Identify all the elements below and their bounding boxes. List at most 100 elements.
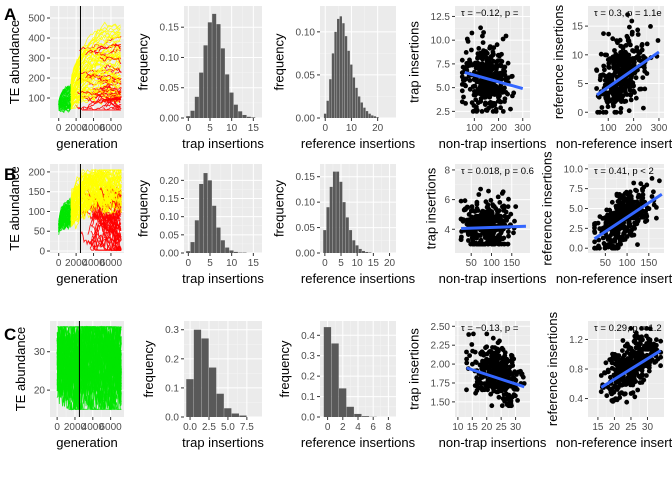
scatter-point: [609, 199, 615, 205]
data-layer: [58, 6, 122, 118]
scatter-point: [631, 374, 637, 380]
scatter-point: [622, 85, 628, 91]
data-layer: [56, 321, 122, 417]
scatter-point: [484, 331, 490, 337]
x-tick-label: 2: [340, 422, 346, 433]
histogram-bar: [203, 45, 208, 118]
y-axis-title: frequency: [141, 340, 156, 398]
scatter-point: [490, 202, 495, 208]
y-tick-label: 1.75: [431, 378, 451, 389]
scatter-point: [499, 63, 504, 69]
y-tick-label: 20: [34, 386, 46, 397]
scatter-point: [478, 186, 483, 192]
scatter-point: [627, 189, 633, 195]
scatter-point: [625, 56, 630, 62]
scatter-point: [614, 370, 619, 375]
histogram-bar: [251, 117, 256, 118]
y-tick-label: 15: [572, 22, 584, 33]
scatter-point: [504, 218, 509, 223]
trajectory-red: [107, 214, 122, 229]
scatter-point: [628, 326, 634, 331]
scatter-point: [641, 105, 646, 111]
x-tick-label: 15: [592, 422, 604, 433]
regression-line: [596, 50, 660, 97]
scatter-point: [503, 33, 509, 39]
scatter-point: [639, 42, 645, 47]
scatter-point: [621, 375, 626, 380]
panel-B4: 50 100 150 4 6 8 non-trap insertions trap inser…: [423, 164, 547, 286]
regression-line: [464, 70, 524, 91]
scatter-point: [635, 242, 640, 248]
histogram-bar: [239, 415, 247, 417]
scatter-point: [476, 46, 482, 51]
scatter-point: [476, 219, 482, 225]
histogram-bar: [371, 115, 374, 118]
x-tick-label: 6000: [100, 258, 123, 269]
x-tick-label: 20: [372, 123, 384, 134]
y-tick-label: 100: [28, 94, 45, 105]
trajectory-yellow: [70, 172, 122, 212]
panel-A2: 0 5 10 15 0.00 0.05 0.10 0.15 trap insertions fre…: [136, 6, 264, 151]
y-tick-label: 7.5: [436, 59, 450, 70]
x-axis-title: reference insertions: [301, 136, 416, 151]
scatter-point: [628, 92, 634, 97]
y-tick-label: 0.05: [160, 230, 180, 241]
scatter-point: [624, 399, 630, 405]
scatter-point: [606, 369, 611, 375]
trajectory-green: [58, 204, 72, 227]
y-tick-label: 8: [444, 165, 450, 176]
scatter-point: [484, 351, 490, 357]
scatter-point: [615, 242, 621, 248]
scatter-point: [500, 221, 506, 227]
x-axis-title: reference insertions: [301, 271, 416, 286]
scatter-point: [655, 356, 661, 362]
scatter-point: [499, 59, 505, 64]
scatter-point: [473, 390, 478, 396]
correlation-annotation: τ = 0.018, p = 0.6: [461, 166, 534, 177]
scatter-point: [632, 55, 638, 61]
scatter-point: [504, 391, 509, 397]
panel-B2: 0 5 10 15 0.00 0.05 0.10 0.15 0.20 trap insertion…: [136, 164, 264, 286]
scatter-point: [505, 91, 510, 97]
x-tick-label: 20: [384, 258, 396, 269]
scatter-point: [494, 42, 500, 48]
y-tick-label: 0.0: [301, 413, 315, 424]
scatter-point: [642, 343, 647, 349]
histogram-bar: [216, 24, 221, 118]
x-tick-label: 0.0: [183, 422, 197, 433]
histogram-bar: [368, 113, 371, 118]
x-axis-title: generation: [56, 271, 117, 286]
scatter-point: [657, 178, 662, 184]
scatter-point: [500, 373, 506, 379]
x-tick-label: 10: [346, 123, 358, 134]
histogram-bar: [346, 406, 354, 417]
scatter-point: [502, 72, 508, 78]
scatter-point: [603, 360, 609, 366]
trajectory-green: [56, 344, 122, 410]
scatter-point: [503, 76, 509, 82]
scatter-point: [495, 384, 501, 390]
histogram-bar: [355, 87, 358, 118]
scatter-point: [496, 241, 501, 247]
histogram-bar: [352, 240, 356, 253]
scatter-point: [474, 235, 479, 241]
scatter-point: [637, 86, 643, 92]
scatter-point: [469, 47, 474, 53]
scatter-point: [601, 241, 607, 246]
histogram-bar: [199, 72, 204, 118]
scatter-point: [608, 233, 613, 239]
x-tick-label: 50: [600, 258, 612, 269]
trajectory-green: [58, 105, 72, 110]
x-tick-label: 200: [625, 123, 642, 134]
scatter-point: [503, 209, 509, 215]
scatter-point: [655, 38, 661, 43]
scatter-point: [490, 385, 496, 391]
histogram-bar: [323, 113, 327, 118]
data-layer: [323, 327, 377, 417]
scatter-point: [507, 368, 512, 374]
x-tick-label: 5: [207, 123, 213, 134]
scatter-point: [639, 47, 645, 53]
scatter-point: [481, 241, 486, 247]
x-tick-label: 4000: [82, 258, 105, 269]
